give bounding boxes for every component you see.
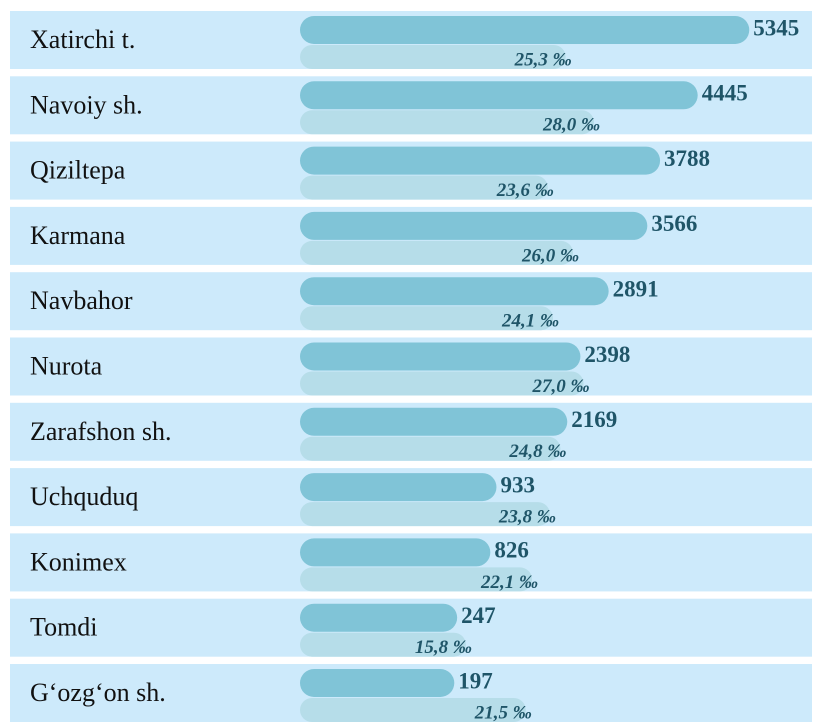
rate-label: 15,8 ‰ [415,637,472,658]
rate-bar [300,45,566,69]
rate-bar [300,175,548,200]
rate-bar [300,698,526,722]
rate-bar [300,371,584,396]
count-label: 2398 [584,342,630,367]
rate-label: 27,0 ‰ [532,376,590,397]
category-label: Xatirchi t. [30,25,135,54]
count-label: 197 [458,668,493,693]
rate-label: 22,1 ‰ [480,572,538,593]
rate-bar [300,436,561,461]
rate-bar [300,502,550,527]
category-label: Karmana [30,221,126,250]
count-label: 3566 [651,211,697,236]
count-bar [300,81,698,110]
count-bar [300,603,458,632]
category-label: Nurota [30,351,103,380]
rate-label: 25,3 ‰ [514,49,572,70]
count-label: 826 [494,538,529,563]
count-label: 2169 [571,407,617,432]
rate-bar [300,632,466,657]
count-bar [300,277,609,306]
rate-label: 28,0 ‰ [542,115,600,136]
count-bar [300,342,581,371]
rate-label: 23,6 ‰ [496,180,554,201]
count-label: 2891 [613,276,659,301]
rate-bar [300,306,554,331]
count-label: 5345 [753,15,799,40]
count-bar [300,407,568,436]
count-label: 4445 [702,81,748,106]
count-bar [300,669,455,697]
count-label: 3788 [664,146,710,171]
category-label: Navbahor [30,286,133,315]
category-label: Navoiy sh. [30,90,143,119]
category-label: G‘ozg‘on sh. [30,678,166,707]
rate-label: 26,0 ‰ [521,245,579,266]
count-bar [300,16,750,44]
rate-label: 24,8 ‰ [508,441,566,462]
rate-bar [300,240,573,265]
count-bar [300,538,491,567]
rate-label: 23,8 ‰ [498,506,556,527]
count-bar [300,146,661,175]
rate-label: 24,1 ‰ [501,311,559,332]
category-label: Uchquduq [30,482,138,511]
rate-bar [300,110,594,135]
count-bar [300,211,648,240]
rate-label: 21,5 ‰ [474,702,532,723]
rate-bar [300,567,533,592]
count-bar [300,473,497,502]
category-label: Qiziltepa [30,156,126,185]
category-label: Konimex [30,547,127,576]
category-label: Zarafshon sh. [30,417,172,446]
count-label: 933 [500,472,535,497]
category-label: Tomdi [30,613,98,642]
count-label: 247 [461,603,496,628]
